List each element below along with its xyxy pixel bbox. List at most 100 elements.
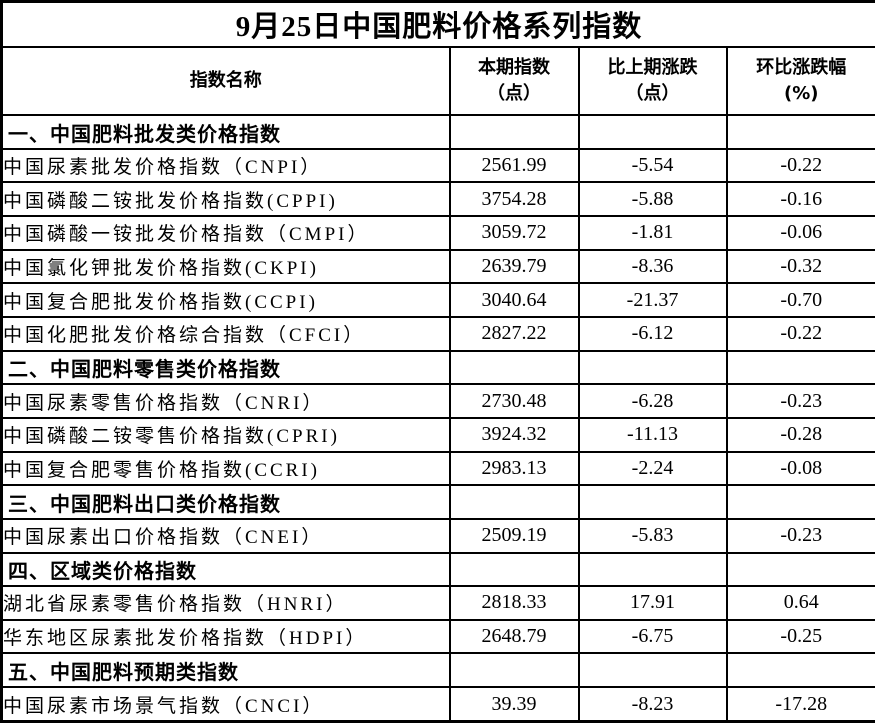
table-row-cnri: 中国尿素零售价格指数（CNRI） 2730.48 -6.28 -0.23	[0, 383, 875, 419]
index-pct-value: -0.28	[725, 416, 875, 453]
table-title-row: 9月25日中国肥料价格系列指数	[0, 0, 875, 48]
column-header-pct-label: 环比涨跌幅	[756, 56, 847, 78]
index-name: 中国尿素零售价格指数（CNRI）	[0, 383, 451, 419]
column-header-change-label: 比上期涨跌	[607, 56, 698, 78]
index-pct-value: 0.64	[725, 585, 875, 621]
section-header-label: 二、中国肥料零售类价格指数	[0, 349, 451, 386]
index-change-value: -6.12	[577, 316, 728, 352]
index-name: 中国氯化钾批发价格指数(CKPI)	[0, 248, 451, 285]
column-header-change-unit: （点）	[625, 83, 680, 105]
index-name: 中国尿素批发价格指数（CNPI）	[0, 147, 451, 184]
index-pct-value: -0.22	[725, 316, 875, 352]
section-header-label: 三、中国肥料出口类价格指数	[0, 484, 451, 520]
index-name: 中国磷酸二铵零售价格指数(CPRI)	[0, 416, 451, 453]
index-change-value: -6.75	[577, 618, 728, 655]
index-current-value: 2983.13	[448, 450, 580, 487]
index-change-value: -2.24	[577, 450, 728, 487]
section-header-label: 五、中国肥料预期类指数	[0, 652, 451, 689]
column-header-current-label: 本期指数	[478, 56, 550, 78]
index-change-value: 17.91	[577, 585, 728, 621]
index-pct-value: -0.22	[725, 147, 875, 184]
table-row-cppi: 中国磷酸二铵批发价格指数(CPPI) 3754.28 -5.88 -0.16	[0, 181, 875, 218]
empty-cell	[577, 551, 728, 588]
index-current-value: 2561.99	[448, 147, 580, 184]
section-row-export: 三、中国肥料出口类价格指数	[0, 484, 875, 520]
index-current-value: 39.39	[448, 686, 580, 723]
table-row-cnci: 中国尿素市场景气指数（CNCI） 39.39 -8.23 -17.28	[0, 686, 875, 723]
table-row-hdpi: 华东地区尿素批发价格指数（HDPI） 2648.79 -6.75 -0.25	[0, 618, 875, 655]
index-name: 中国复合肥批发价格指数(CCPI)	[0, 282, 451, 319]
index-pct-value: -0.23	[725, 383, 875, 419]
index-pct-value: -0.32	[725, 248, 875, 285]
empty-cell	[448, 652, 580, 689]
index-pct-value: -0.25	[725, 618, 875, 655]
empty-cell	[577, 114, 728, 150]
index-current-value: 3059.72	[448, 215, 580, 251]
index-name: 中国磷酸一铵批发价格指数（CMPI）	[0, 215, 451, 251]
index-change-value: -8.36	[577, 248, 728, 285]
section-row-regional: 四、区域类价格指数	[0, 551, 875, 588]
table-row-cfci: 中国化肥批发价格综合指数（CFCI） 2827.22 -6.12 -0.22	[0, 316, 875, 352]
empty-cell	[448, 551, 580, 588]
index-name: 中国磷酸二铵批发价格指数(CPPI)	[0, 181, 451, 218]
column-header-name: 指数名称	[0, 45, 451, 117]
column-header-pct: 环比涨跌幅 (%)	[725, 45, 875, 117]
index-name: 中国化肥批发价格综合指数（CFCI）	[0, 316, 451, 352]
index-change-value: -5.88	[577, 181, 728, 218]
table-row-cnei: 中国尿素出口价格指数（CNEI） 2509.19 -5.83 -0.23	[0, 517, 875, 554]
empty-cell	[725, 551, 875, 588]
index-change-value: -1.81	[577, 215, 728, 251]
index-current-value: 2818.33	[448, 585, 580, 621]
index-change-value: -6.28	[577, 383, 728, 419]
index-current-value: 2639.79	[448, 248, 580, 285]
index-change-value: -5.54	[577, 147, 728, 184]
table-row-ccri: 中国复合肥零售价格指数(CCRI) 2983.13 -2.24 -0.08	[0, 450, 875, 487]
column-header-current-unit: （点）	[487, 83, 541, 105]
table-row-cpri: 中国磷酸二铵零售价格指数(CPRI) 3924.32 -11.13 -0.28	[0, 416, 875, 453]
index-name: 中国复合肥零售价格指数(CCRI)	[0, 450, 451, 487]
empty-cell	[448, 114, 580, 150]
section-row-expectation: 五、中国肥料预期类指数	[0, 652, 875, 689]
empty-cell	[577, 652, 728, 689]
column-header-pct-unit: (%)	[784, 83, 819, 105]
index-pct-value: -0.06	[725, 215, 875, 251]
page-title: 9月25日中国肥料价格系列指数	[0, 0, 875, 48]
table-row-cmpi: 中国磷酸一铵批发价格指数（CMPI） 3059.72 -1.81 -0.06	[0, 215, 875, 251]
index-pct-value: -0.08	[725, 450, 875, 487]
section-row-retail: 二、中国肥料零售类价格指数	[0, 349, 875, 386]
section-header-label: 一、中国肥料批发类价格指数	[0, 114, 451, 150]
empty-cell	[725, 349, 875, 386]
index-current-value: 3040.64	[448, 282, 580, 319]
column-header-current: 本期指数 （点）	[448, 45, 580, 117]
empty-cell	[725, 114, 875, 150]
index-current-value: 2730.48	[448, 383, 580, 419]
table-row-ccpi: 中国复合肥批发价格指数(CCPI) 3040.64 -21.37 -0.70	[0, 282, 875, 319]
table-header-row: 指数名称 本期指数 （点） 比上期涨跌 （点） 环比涨跌幅 (%)	[0, 45, 875, 117]
empty-cell	[577, 349, 728, 386]
index-pct-value: -17.28	[725, 686, 875, 723]
index-current-value: 2648.79	[448, 618, 580, 655]
index-name: 中国尿素出口价格指数（CNEI）	[0, 517, 451, 554]
index-change-value: -21.37	[577, 282, 728, 319]
empty-cell	[725, 484, 875, 520]
index-name: 中国尿素市场景气指数（CNCI）	[0, 686, 451, 723]
empty-cell	[577, 484, 728, 520]
index-current-value: 2509.19	[448, 517, 580, 554]
empty-cell	[725, 652, 875, 689]
section-header-label: 四、区域类价格指数	[0, 551, 451, 588]
table-row-hnri: 湖北省尿素零售价格指数（HNRI） 2818.33 17.91 0.64	[0, 585, 875, 621]
section-row-wholesale: 一、中国肥料批发类价格指数	[0, 114, 875, 150]
index-change-value: -8.23	[577, 686, 728, 723]
index-pct-value: -0.23	[725, 517, 875, 554]
empty-cell	[448, 349, 580, 386]
index-current-value: 3924.32	[448, 416, 580, 453]
index-pct-value: -0.16	[725, 181, 875, 218]
table-row-cnpi: 中国尿素批发价格指数（CNPI） 2561.99 -5.54 -0.22	[0, 147, 875, 184]
index-change-value: -5.83	[577, 517, 728, 554]
index-pct-value: -0.70	[725, 282, 875, 319]
index-name: 湖北省尿素零售价格指数（HNRI）	[0, 585, 451, 621]
index-current-value: 3754.28	[448, 181, 580, 218]
index-name: 华东地区尿素批发价格指数（HDPI）	[0, 618, 451, 655]
index-current-value: 2827.22	[448, 316, 580, 352]
